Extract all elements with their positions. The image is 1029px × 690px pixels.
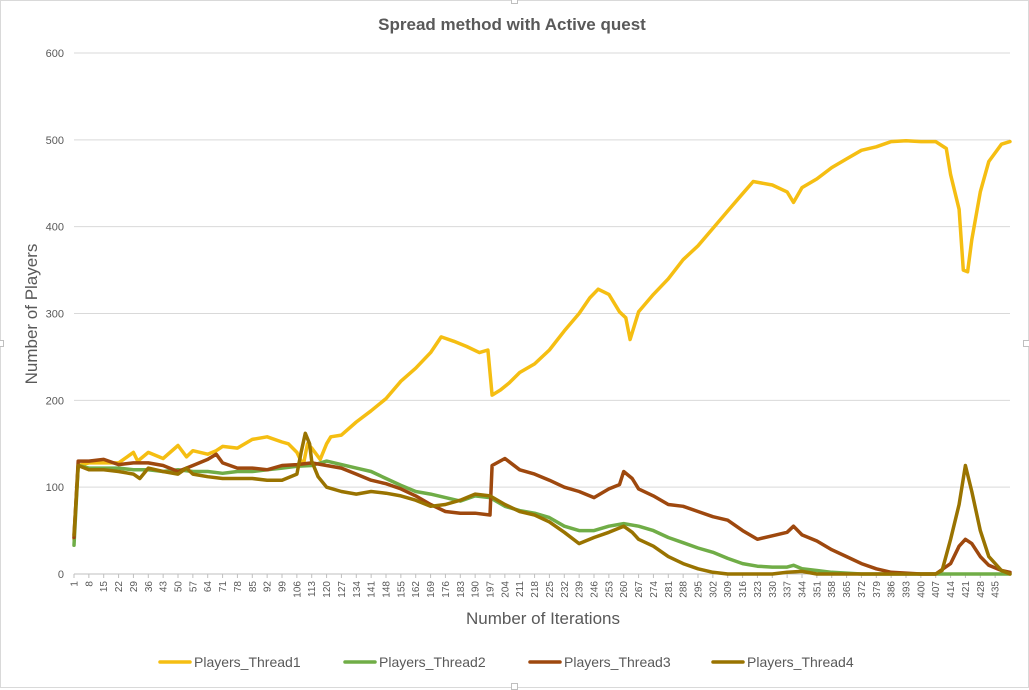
series-line-1 <box>72 138 1012 542</box>
gridlines <box>74 52 1010 575</box>
x-tick-label: 232 <box>560 581 571 598</box>
x-tick-label: 169 <box>426 581 437 598</box>
x-tick-label: 71 <box>218 581 229 593</box>
resize-handle-right[interactable] <box>1023 340 1029 347</box>
x-tick-label: 1 <box>70 581 81 587</box>
x-tick-label: 267 <box>634 581 645 598</box>
x-tick-label: 316 <box>738 581 749 598</box>
x-tick-label: 127 <box>337 581 348 598</box>
plot-series <box>72 138 1012 576</box>
x-tick-label: 162 <box>411 581 422 598</box>
x-tick-label: 337 <box>783 581 794 598</box>
x-tick-label: 239 <box>575 581 586 598</box>
y-tick-label: 400 <box>46 222 64 234</box>
x-tick-label: 344 <box>798 581 809 598</box>
x-tick-label: 120 <box>322 581 333 598</box>
x-tick-label: 253 <box>604 581 615 598</box>
x-tick-label: 134 <box>352 581 363 598</box>
x-tick-label: 302 <box>708 581 719 598</box>
legend-label: Players_Thread2 <box>379 654 486 670</box>
x-tick-label: 435 <box>991 581 1002 598</box>
x-tick-label: 36 <box>144 581 155 593</box>
x-tick-label: 92 <box>263 581 274 593</box>
x-tick-label: 281 <box>664 581 675 598</box>
x-tick-label: 155 <box>396 581 407 598</box>
x-tick-label: 99 <box>278 581 289 593</box>
x-tick-label: 15 <box>99 581 110 593</box>
x-tick-label: 113 <box>307 581 318 597</box>
x-tick-label: 274 <box>649 581 660 598</box>
x-tick-label: 330 <box>768 581 779 598</box>
x-tick-label: 211 <box>515 581 526 597</box>
x-tick-label: 407 <box>931 581 942 598</box>
resize-handle-top[interactable] <box>511 0 518 4</box>
x-axis-title: Number of Iterations <box>466 609 620 628</box>
x-tick-label: 43 <box>159 581 170 593</box>
x-tick-label: 379 <box>872 581 883 598</box>
x-tick-label: 288 <box>679 581 690 598</box>
x-tick-label: 260 <box>619 581 630 598</box>
x-tick-label: 372 <box>857 581 868 598</box>
chart-title: Spread method with Active quest <box>378 15 646 34</box>
y-tick-label: 300 <box>46 309 64 321</box>
x-tick-label: 78 <box>233 581 244 593</box>
x-tick-label: 351 <box>812 581 823 598</box>
x-tick-label: 204 <box>500 581 511 598</box>
legend-label: Players_Thread3 <box>564 654 671 670</box>
y-tick-label: 0 <box>58 569 64 581</box>
x-tick-label: 141 <box>367 581 378 598</box>
x-tick-label: 50 <box>174 581 185 593</box>
x-tick-label: 225 <box>545 581 556 598</box>
x-tick-label: 400 <box>916 581 927 598</box>
x-tick-label: 218 <box>530 581 541 598</box>
legend: Players_Thread1 Players_Thread2 Players_Th… <box>158 654 854 670</box>
y-axis-ticks: 0 100 200 300 400 500 600 <box>46 48 64 581</box>
x-tick-label: 414 <box>946 581 957 598</box>
x-tick-label: 106 <box>292 581 303 598</box>
x-tick-label: 64 <box>203 581 214 593</box>
legend-label: Players_Thread4 <box>747 654 854 670</box>
x-tick-label: 8 <box>84 581 95 587</box>
x-tick-label: 183 <box>456 581 467 598</box>
x-tick-label: 428 <box>976 581 987 598</box>
x-tick-label: 22 <box>114 581 125 593</box>
x-tick-label: 29 <box>129 581 140 593</box>
x-tick-label: 393 <box>902 581 913 598</box>
y-tick-label: 600 <box>46 48 64 60</box>
x-tick-label: 323 <box>753 581 764 598</box>
legend-label: Players_Thread1 <box>194 654 301 670</box>
x-tick-label: 85 <box>248 581 259 593</box>
x-tick-label: 148 <box>382 581 393 598</box>
y-tick-label: 200 <box>46 395 64 407</box>
x-axis-ticks: 1 8 15 22 29 36 43 50 57 64 71 78 85 92 99 106 113 120 127… <box>70 574 1002 598</box>
x-tick-label: 176 <box>441 581 452 598</box>
y-axis-title: Number of Players <box>22 244 41 385</box>
series-line-4 <box>72 431 1012 576</box>
x-tick-label: 246 <box>590 581 601 598</box>
y-tick-label: 500 <box>46 135 64 147</box>
resize-handle-left[interactable] <box>0 340 4 347</box>
x-tick-label: 190 <box>471 581 482 598</box>
x-tick-label: 421 <box>961 581 972 598</box>
x-tick-label: 57 <box>188 581 199 593</box>
x-tick-label: 197 <box>486 581 497 598</box>
x-tick-label: 365 <box>842 581 853 598</box>
y-tick-label: 100 <box>46 482 64 494</box>
x-tick-label: 358 <box>827 581 838 598</box>
x-tick-label: 295 <box>694 581 705 598</box>
series-line-3 <box>72 452 1012 576</box>
x-tick-label: 386 <box>887 581 898 598</box>
x-tick-label: 309 <box>723 581 734 598</box>
